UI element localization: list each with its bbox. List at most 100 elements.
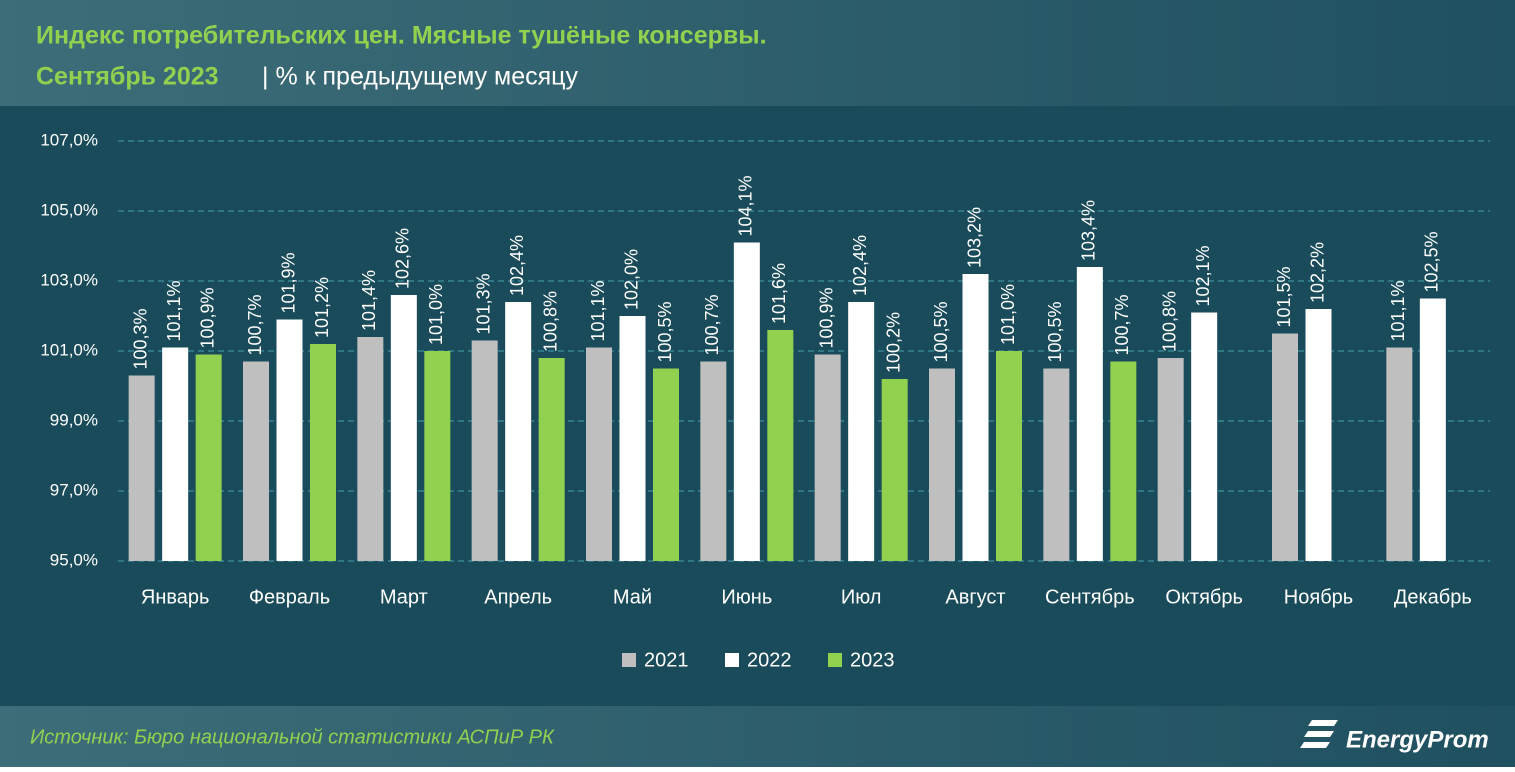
data-label: 100,5% — [931, 301, 951, 362]
data-label: 100,5% — [1045, 301, 1065, 362]
data-label: 101,6% — [769, 263, 789, 324]
legend-label: 2022 — [747, 649, 792, 671]
legend-label: 2021 — [644, 649, 689, 671]
bar — [471, 340, 498, 561]
x-tick-label: Май — [613, 586, 652, 608]
bar — [390, 295, 417, 561]
x-tick-label: Сентябрь — [1045, 586, 1135, 608]
legend-swatch — [725, 653, 739, 667]
x-tick-label: Декабрь — [1394, 586, 1472, 608]
data-label: 101,1% — [164, 280, 184, 341]
bar — [848, 302, 875, 561]
data-label: 102,0% — [621, 249, 641, 310]
bar — [996, 351, 1022, 561]
data-label: 101,3% — [473, 273, 493, 334]
data-label: 101,0% — [426, 284, 446, 345]
legend-label: 2023 — [850, 649, 895, 671]
bar — [881, 379, 908, 561]
x-tick-label: Август — [945, 586, 1005, 608]
legend-swatch — [622, 653, 636, 667]
logo-text: EnergyProm — [1346, 726, 1489, 753]
data-label: 102,6% — [393, 228, 413, 289]
data-label: 101,4% — [359, 270, 379, 331]
bar — [162, 347, 189, 561]
bar — [733, 242, 760, 561]
logo-icon — [1300, 720, 1338, 748]
header-band — [0, 0, 1515, 106]
bar — [700, 361, 727, 561]
data-label: 102,5% — [1422, 231, 1442, 292]
data-label: 100,2% — [883, 312, 903, 373]
y-tick-label: 101,0% — [40, 340, 98, 359]
bar — [586, 347, 612, 561]
bar — [424, 351, 451, 561]
data-label: 102,2% — [1307, 242, 1327, 303]
bar — [814, 354, 841, 561]
data-label: 100,3% — [130, 308, 150, 369]
period: Сентябрь 2023 — [36, 63, 219, 91]
data-label: 104,1% — [736, 175, 756, 236]
data-label: 101,5% — [1274, 266, 1294, 327]
x-tick-label: Апрель — [484, 586, 552, 608]
bar — [310, 344, 336, 561]
x-tick-label: Март — [380, 586, 428, 608]
bar — [1305, 309, 1332, 561]
y-tick-label: 107,0% — [40, 130, 98, 149]
data-label: 100,5% — [655, 301, 675, 362]
data-label: 100,8% — [540, 291, 560, 352]
bar — [538, 358, 565, 561]
data-label: 102,4% — [850, 235, 870, 296]
data-label: 100,7% — [702, 294, 722, 355]
data-label: 101,1% — [588, 280, 608, 341]
bar — [1076, 267, 1103, 561]
bar — [1110, 361, 1137, 561]
data-label: 102,4% — [507, 235, 527, 296]
data-label: 101,0% — [998, 284, 1018, 345]
bar — [767, 330, 794, 561]
bar — [195, 354, 222, 561]
bar — [505, 302, 532, 561]
legend-swatch — [828, 653, 842, 667]
footer-band — [0, 706, 1515, 767]
logo: EnergyProm — [1300, 720, 1489, 753]
source: Источник: Бюро национальной статистики А… — [30, 726, 555, 748]
y-tick-label: 99,0% — [50, 410, 98, 429]
data-label: 100,9% — [197, 287, 217, 348]
bar — [1157, 358, 1184, 561]
bar — [128, 375, 155, 561]
x-tick-label: Октябрь — [1165, 586, 1243, 608]
bar — [1272, 333, 1298, 561]
bar — [357, 337, 384, 561]
y-tick-label: 103,0% — [40, 270, 98, 289]
data-label: 101,2% — [312, 277, 332, 338]
bar — [653, 368, 679, 561]
y-tick-label: 105,0% — [40, 200, 98, 219]
x-tick-label: Июнь — [721, 586, 772, 608]
x-tick-label: Июл — [841, 586, 882, 608]
data-label: 101,9% — [278, 252, 298, 313]
title: Индекс потребительских цен. Мясные тушён… — [36, 22, 767, 50]
x-tick-label: Январь — [141, 586, 210, 608]
bar — [929, 368, 955, 561]
bar — [1043, 368, 1070, 561]
bar — [276, 319, 303, 561]
bar — [619, 316, 646, 561]
bar — [1386, 347, 1413, 561]
bar — [243, 361, 269, 561]
data-label: 101,1% — [1388, 280, 1408, 341]
bar — [1191, 312, 1218, 561]
data-label: 100,7% — [245, 294, 265, 355]
x-tick-label: Ноябрь — [1284, 586, 1353, 608]
data-label: 100,8% — [1159, 291, 1179, 352]
data-label: 103,4% — [1079, 200, 1099, 261]
x-tick-label: Февраль — [249, 586, 330, 608]
data-label: 103,2% — [964, 207, 984, 268]
data-label: 100,9% — [816, 287, 836, 348]
bar — [962, 274, 989, 561]
y-tick-label: 97,0% — [50, 480, 98, 499]
y-tick-label: 95,0% — [50, 550, 98, 569]
data-label: 102,1% — [1193, 245, 1213, 306]
data-label: 100,7% — [1112, 294, 1132, 355]
